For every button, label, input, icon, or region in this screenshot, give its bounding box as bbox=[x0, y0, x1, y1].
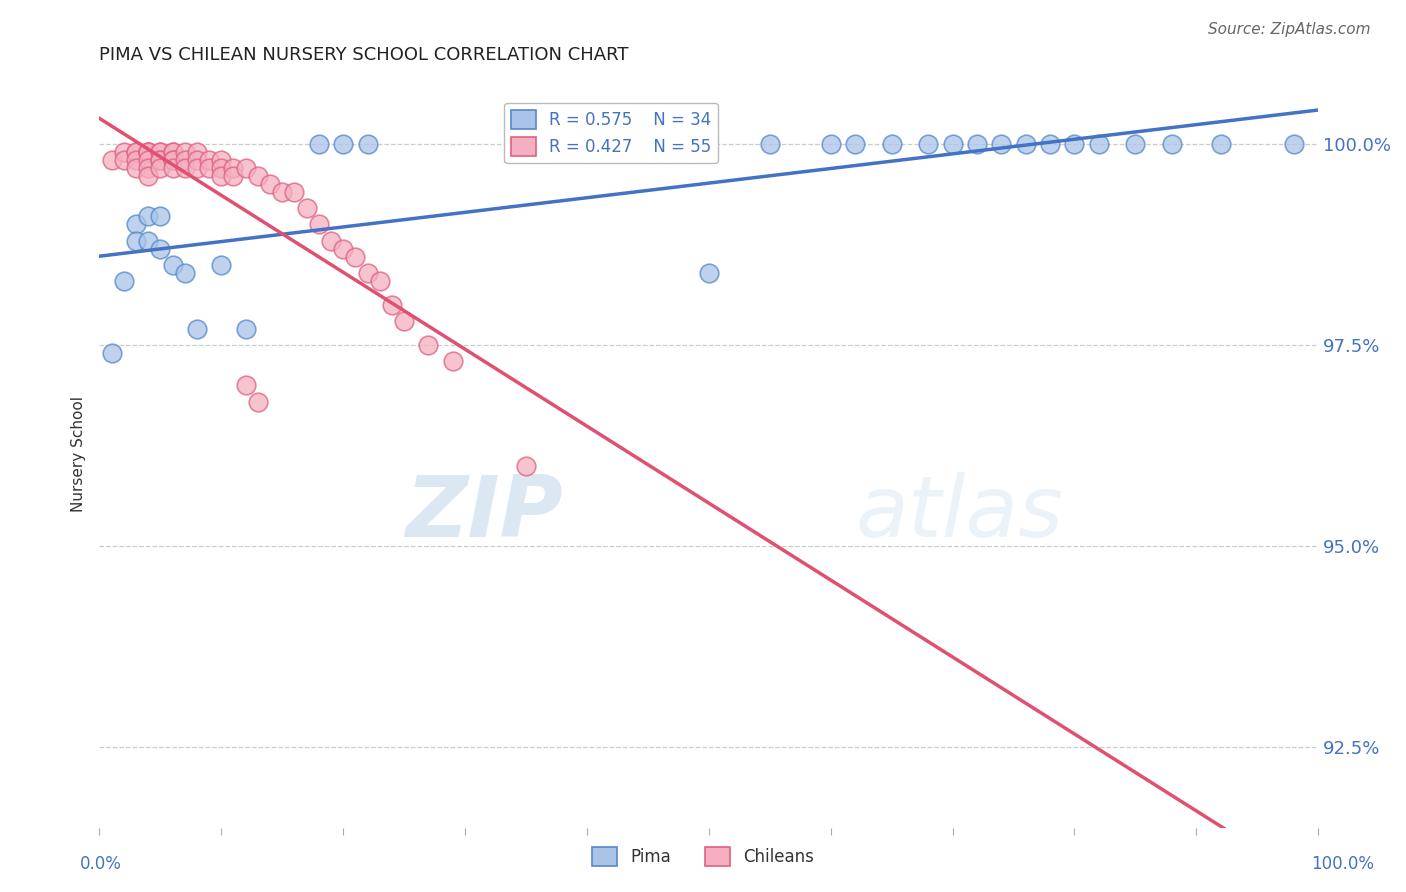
Point bbox=[356, 266, 378, 280]
Legend: R = 0.575    N = 34, R = 0.427    N = 55: R = 0.575 N = 34, R = 0.427 N = 55 bbox=[505, 103, 718, 163]
Point bbox=[149, 161, 172, 176]
Point bbox=[136, 145, 159, 159]
Text: ZIP: ZIP bbox=[405, 472, 562, 555]
Point bbox=[308, 136, 330, 151]
Point bbox=[697, 266, 720, 280]
Point bbox=[149, 242, 172, 256]
Point bbox=[1160, 136, 1182, 151]
Point bbox=[332, 242, 354, 256]
Point bbox=[136, 169, 159, 184]
Point bbox=[173, 153, 195, 168]
Point bbox=[917, 136, 939, 151]
Point bbox=[332, 136, 354, 151]
Y-axis label: Nursery School: Nursery School bbox=[72, 396, 86, 512]
Text: atlas: atlas bbox=[855, 472, 1063, 555]
Point bbox=[246, 394, 269, 409]
Point bbox=[515, 136, 537, 151]
Point bbox=[235, 378, 257, 392]
Point bbox=[186, 322, 208, 336]
Point bbox=[112, 274, 135, 288]
Point bbox=[1282, 136, 1305, 151]
Point bbox=[209, 169, 232, 184]
Point bbox=[235, 322, 257, 336]
Point bbox=[308, 218, 330, 232]
Point bbox=[271, 186, 294, 200]
Point bbox=[344, 250, 367, 264]
Text: PIMA VS CHILEAN NURSERY SCHOOL CORRELATION CHART: PIMA VS CHILEAN NURSERY SCHOOL CORRELATI… bbox=[100, 46, 628, 64]
Point bbox=[283, 186, 305, 200]
Point bbox=[209, 153, 232, 168]
Point bbox=[844, 136, 866, 151]
Point bbox=[162, 161, 184, 176]
Point bbox=[125, 145, 148, 159]
Point bbox=[125, 218, 148, 232]
Point bbox=[1039, 136, 1062, 151]
Point bbox=[295, 202, 318, 216]
Point bbox=[1123, 136, 1146, 151]
Point bbox=[100, 346, 122, 360]
Point bbox=[149, 153, 172, 168]
Point bbox=[162, 258, 184, 272]
Point bbox=[259, 178, 281, 192]
Point bbox=[149, 145, 172, 159]
Point bbox=[136, 145, 159, 159]
Point bbox=[209, 161, 232, 176]
Point bbox=[173, 266, 195, 280]
Point bbox=[198, 153, 221, 168]
Point bbox=[186, 153, 208, 168]
Point bbox=[125, 153, 148, 168]
Point bbox=[820, 136, 842, 151]
Point bbox=[381, 298, 404, 312]
Point bbox=[136, 153, 159, 168]
Point bbox=[515, 458, 537, 473]
Point bbox=[173, 161, 195, 176]
Point bbox=[173, 145, 195, 159]
Point bbox=[198, 161, 221, 176]
Point bbox=[149, 210, 172, 224]
Legend: Pima, Chileans: Pima, Chileans bbox=[585, 840, 821, 873]
Point bbox=[136, 161, 159, 176]
Point bbox=[1087, 136, 1109, 151]
Text: 100.0%: 100.0% bbox=[1312, 855, 1374, 872]
Point bbox=[112, 145, 135, 159]
Point bbox=[880, 136, 903, 151]
Point bbox=[441, 354, 464, 368]
Point bbox=[125, 234, 148, 248]
Point bbox=[162, 145, 184, 159]
Point bbox=[758, 136, 780, 151]
Point bbox=[162, 153, 184, 168]
Point bbox=[1014, 136, 1036, 151]
Text: 0.0%: 0.0% bbox=[80, 855, 122, 872]
Point bbox=[136, 145, 159, 159]
Point bbox=[966, 136, 988, 151]
Point bbox=[125, 161, 148, 176]
Point bbox=[356, 136, 378, 151]
Point bbox=[1209, 136, 1232, 151]
Point bbox=[246, 169, 269, 184]
Point bbox=[112, 153, 135, 168]
Point bbox=[319, 234, 342, 248]
Point bbox=[1063, 136, 1085, 151]
Point bbox=[162, 145, 184, 159]
Point bbox=[149, 153, 172, 168]
Text: Source: ZipAtlas.com: Source: ZipAtlas.com bbox=[1208, 22, 1371, 37]
Point bbox=[149, 145, 172, 159]
Point bbox=[186, 161, 208, 176]
Point bbox=[990, 136, 1012, 151]
Point bbox=[186, 145, 208, 159]
Point bbox=[941, 136, 963, 151]
Point bbox=[136, 210, 159, 224]
Point bbox=[136, 234, 159, 248]
Point bbox=[235, 161, 257, 176]
Point bbox=[162, 153, 184, 168]
Point bbox=[418, 338, 440, 352]
Point bbox=[392, 314, 415, 328]
Point bbox=[222, 169, 245, 184]
Point bbox=[209, 258, 232, 272]
Point bbox=[125, 145, 148, 159]
Point bbox=[368, 274, 391, 288]
Point bbox=[222, 161, 245, 176]
Point bbox=[100, 153, 122, 168]
